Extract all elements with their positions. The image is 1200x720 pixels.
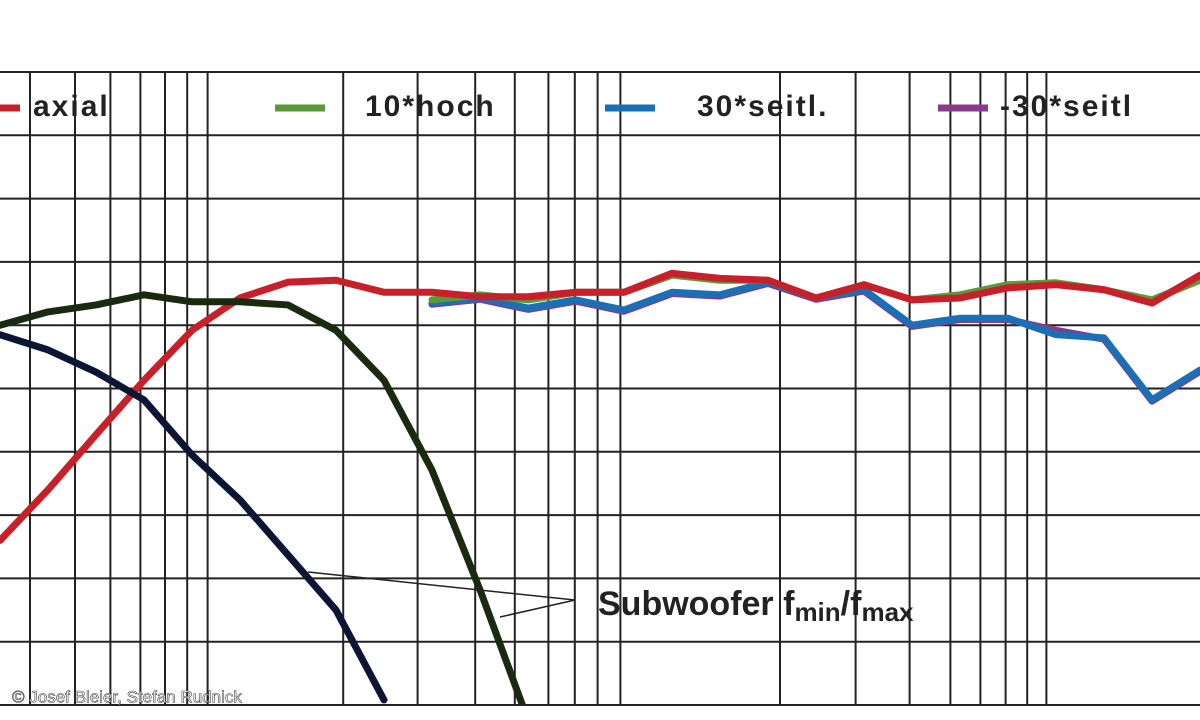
series-line: [0, 331, 388, 704]
legend: axial 10*hoch 30*seitl. -30*seitl: [0, 90, 1133, 123]
legend-label: 10*hoch: [365, 90, 496, 123]
pointer: [307, 571, 576, 618]
annotation-part: min: [794, 597, 840, 627]
legend-label: 30*seitl.: [697, 90, 828, 123]
annotation-pointers: [307, 571, 576, 618]
annotation-part: max: [861, 597, 914, 627]
annotation: Subwoofer fmin/fmax: [598, 585, 914, 627]
annotation-part: Subwoofer f: [598, 585, 795, 623]
legend-label: -30*seitl: [1000, 90, 1133, 123]
series-line: [0, 269, 1200, 544]
credit: © Josef Bleier, Stefan Rudnick: [12, 687, 242, 706]
legend-label: axial: [33, 90, 110, 123]
annotation-part: /f: [841, 585, 862, 623]
series-line: [0, 291, 527, 705]
plot-lines: [0, 269, 1200, 705]
